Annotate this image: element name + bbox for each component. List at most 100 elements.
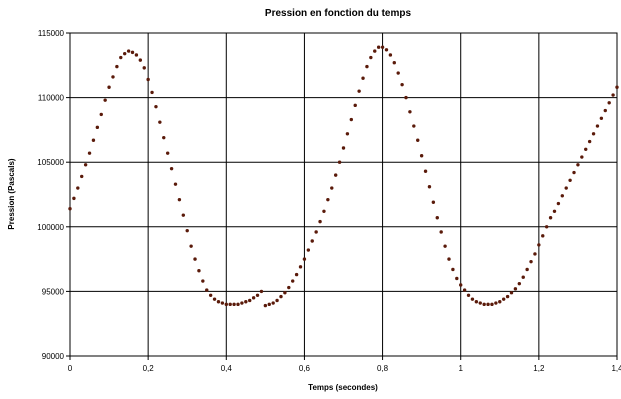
x-axis-label: Temps (secondes): [308, 383, 378, 392]
data-point: [501, 297, 506, 301]
data-point: [384, 48, 389, 52]
data-point: [322, 209, 326, 213]
data-point: [423, 169, 428, 173]
data-point: [560, 194, 564, 198]
data-point: [111, 75, 115, 79]
data-point: [123, 51, 127, 56]
data-point: [361, 76, 365, 80]
data-point: [68, 207, 72, 211]
y-axis-label: Pression (Pascals): [7, 158, 16, 229]
data-point: [587, 139, 592, 144]
x-tick-label: 1,2: [533, 364, 545, 373]
data-point: [388, 53, 393, 57]
data-point: [130, 50, 135, 55]
data-point: [505, 294, 510, 299]
data-point: [541, 234, 545, 238]
data-point: [455, 276, 459, 281]
data-point: [165, 151, 170, 155]
data-point: [126, 49, 131, 53]
data-point: [443, 244, 447, 248]
data-point: [607, 101, 611, 105]
data-point: [392, 61, 396, 65]
x-tick-label: 0,8: [377, 364, 389, 373]
x-tick-label: 1,4: [611, 364, 621, 373]
data-point: [146, 77, 150, 82]
data-point: [533, 252, 537, 256]
chart-title: Pression en fonction du temps: [265, 8, 412, 19]
data-point: [482, 302, 486, 307]
data-points: [68, 45, 619, 308]
data-point: [115, 64, 119, 69]
data-point: [80, 174, 84, 179]
data-point: [76, 186, 80, 190]
data-point: [205, 288, 209, 292]
x-tick-label: 0: [68, 364, 73, 373]
data-point: [439, 230, 443, 234]
plot-area: [69, 32, 618, 357]
data-point: [259, 289, 264, 294]
x-tick-label: 0,4: [221, 364, 233, 373]
data-point: [224, 302, 228, 307]
data-point: [396, 71, 400, 75]
data-point: [380, 45, 385, 49]
data-point: [431, 200, 436, 204]
data-point: [251, 296, 256, 300]
data-point: [462, 288, 467, 292]
data-point: [333, 173, 338, 177]
data-point: [459, 283, 463, 287]
data-point: [87, 151, 92, 155]
data-point: [376, 45, 381, 49]
data-point: [353, 103, 357, 108]
data-point: [142, 66, 146, 70]
data-point: [416, 138, 420, 142]
data-point: [302, 257, 307, 261]
data-point: [248, 298, 252, 303]
data-point: [369, 55, 373, 60]
data-point: [212, 297, 217, 301]
data-point: [466, 293, 471, 297]
data-point: [521, 275, 525, 279]
data-point: [326, 197, 330, 202]
data-point: [279, 294, 283, 299]
y-tick-label: 105000: [37, 158, 64, 167]
data-point: [572, 170, 576, 175]
data-point: [447, 257, 451, 261]
data-point: [509, 290, 514, 295]
data-point: [154, 104, 158, 109]
data-point: [576, 163, 580, 167]
data-point: [615, 85, 619, 89]
data-point: [611, 93, 615, 97]
data-point: [529, 259, 533, 264]
data-point: [451, 267, 455, 272]
data-point: [255, 293, 260, 297]
data-point: [478, 301, 482, 305]
data-point: [99, 112, 103, 117]
data-point: [513, 287, 518, 291]
data-point: [498, 300, 502, 304]
x-tick-label: 0,6: [299, 364, 311, 373]
y-tick-label: 100000: [37, 223, 64, 232]
data-point: [91, 138, 96, 142]
data-point: [236, 302, 240, 307]
data-point: [490, 302, 494, 307]
data-point: [158, 120, 162, 124]
data-point: [580, 155, 584, 159]
data-point: [189, 244, 193, 248]
data-point: [181, 213, 186, 217]
data-point: [306, 248, 311, 252]
data-point: [345, 132, 350, 136]
data-point: [169, 166, 174, 171]
data-point: [373, 49, 377, 53]
data-point: [412, 124, 416, 128]
data-point: [177, 197, 182, 202]
data-point: [427, 185, 432, 189]
data-point: [287, 285, 291, 290]
data-point: [267, 302, 271, 307]
data-point: [400, 82, 404, 87]
data-point: [138, 58, 143, 62]
data-point: [220, 301, 225, 305]
data-point: [201, 279, 205, 283]
data-point: [365, 64, 369, 69]
tick-labels: 0 0,2 0,4 0,6 0,8 1 1,2 1,4 90000 95000 100000 1050…: [37, 29, 621, 373]
